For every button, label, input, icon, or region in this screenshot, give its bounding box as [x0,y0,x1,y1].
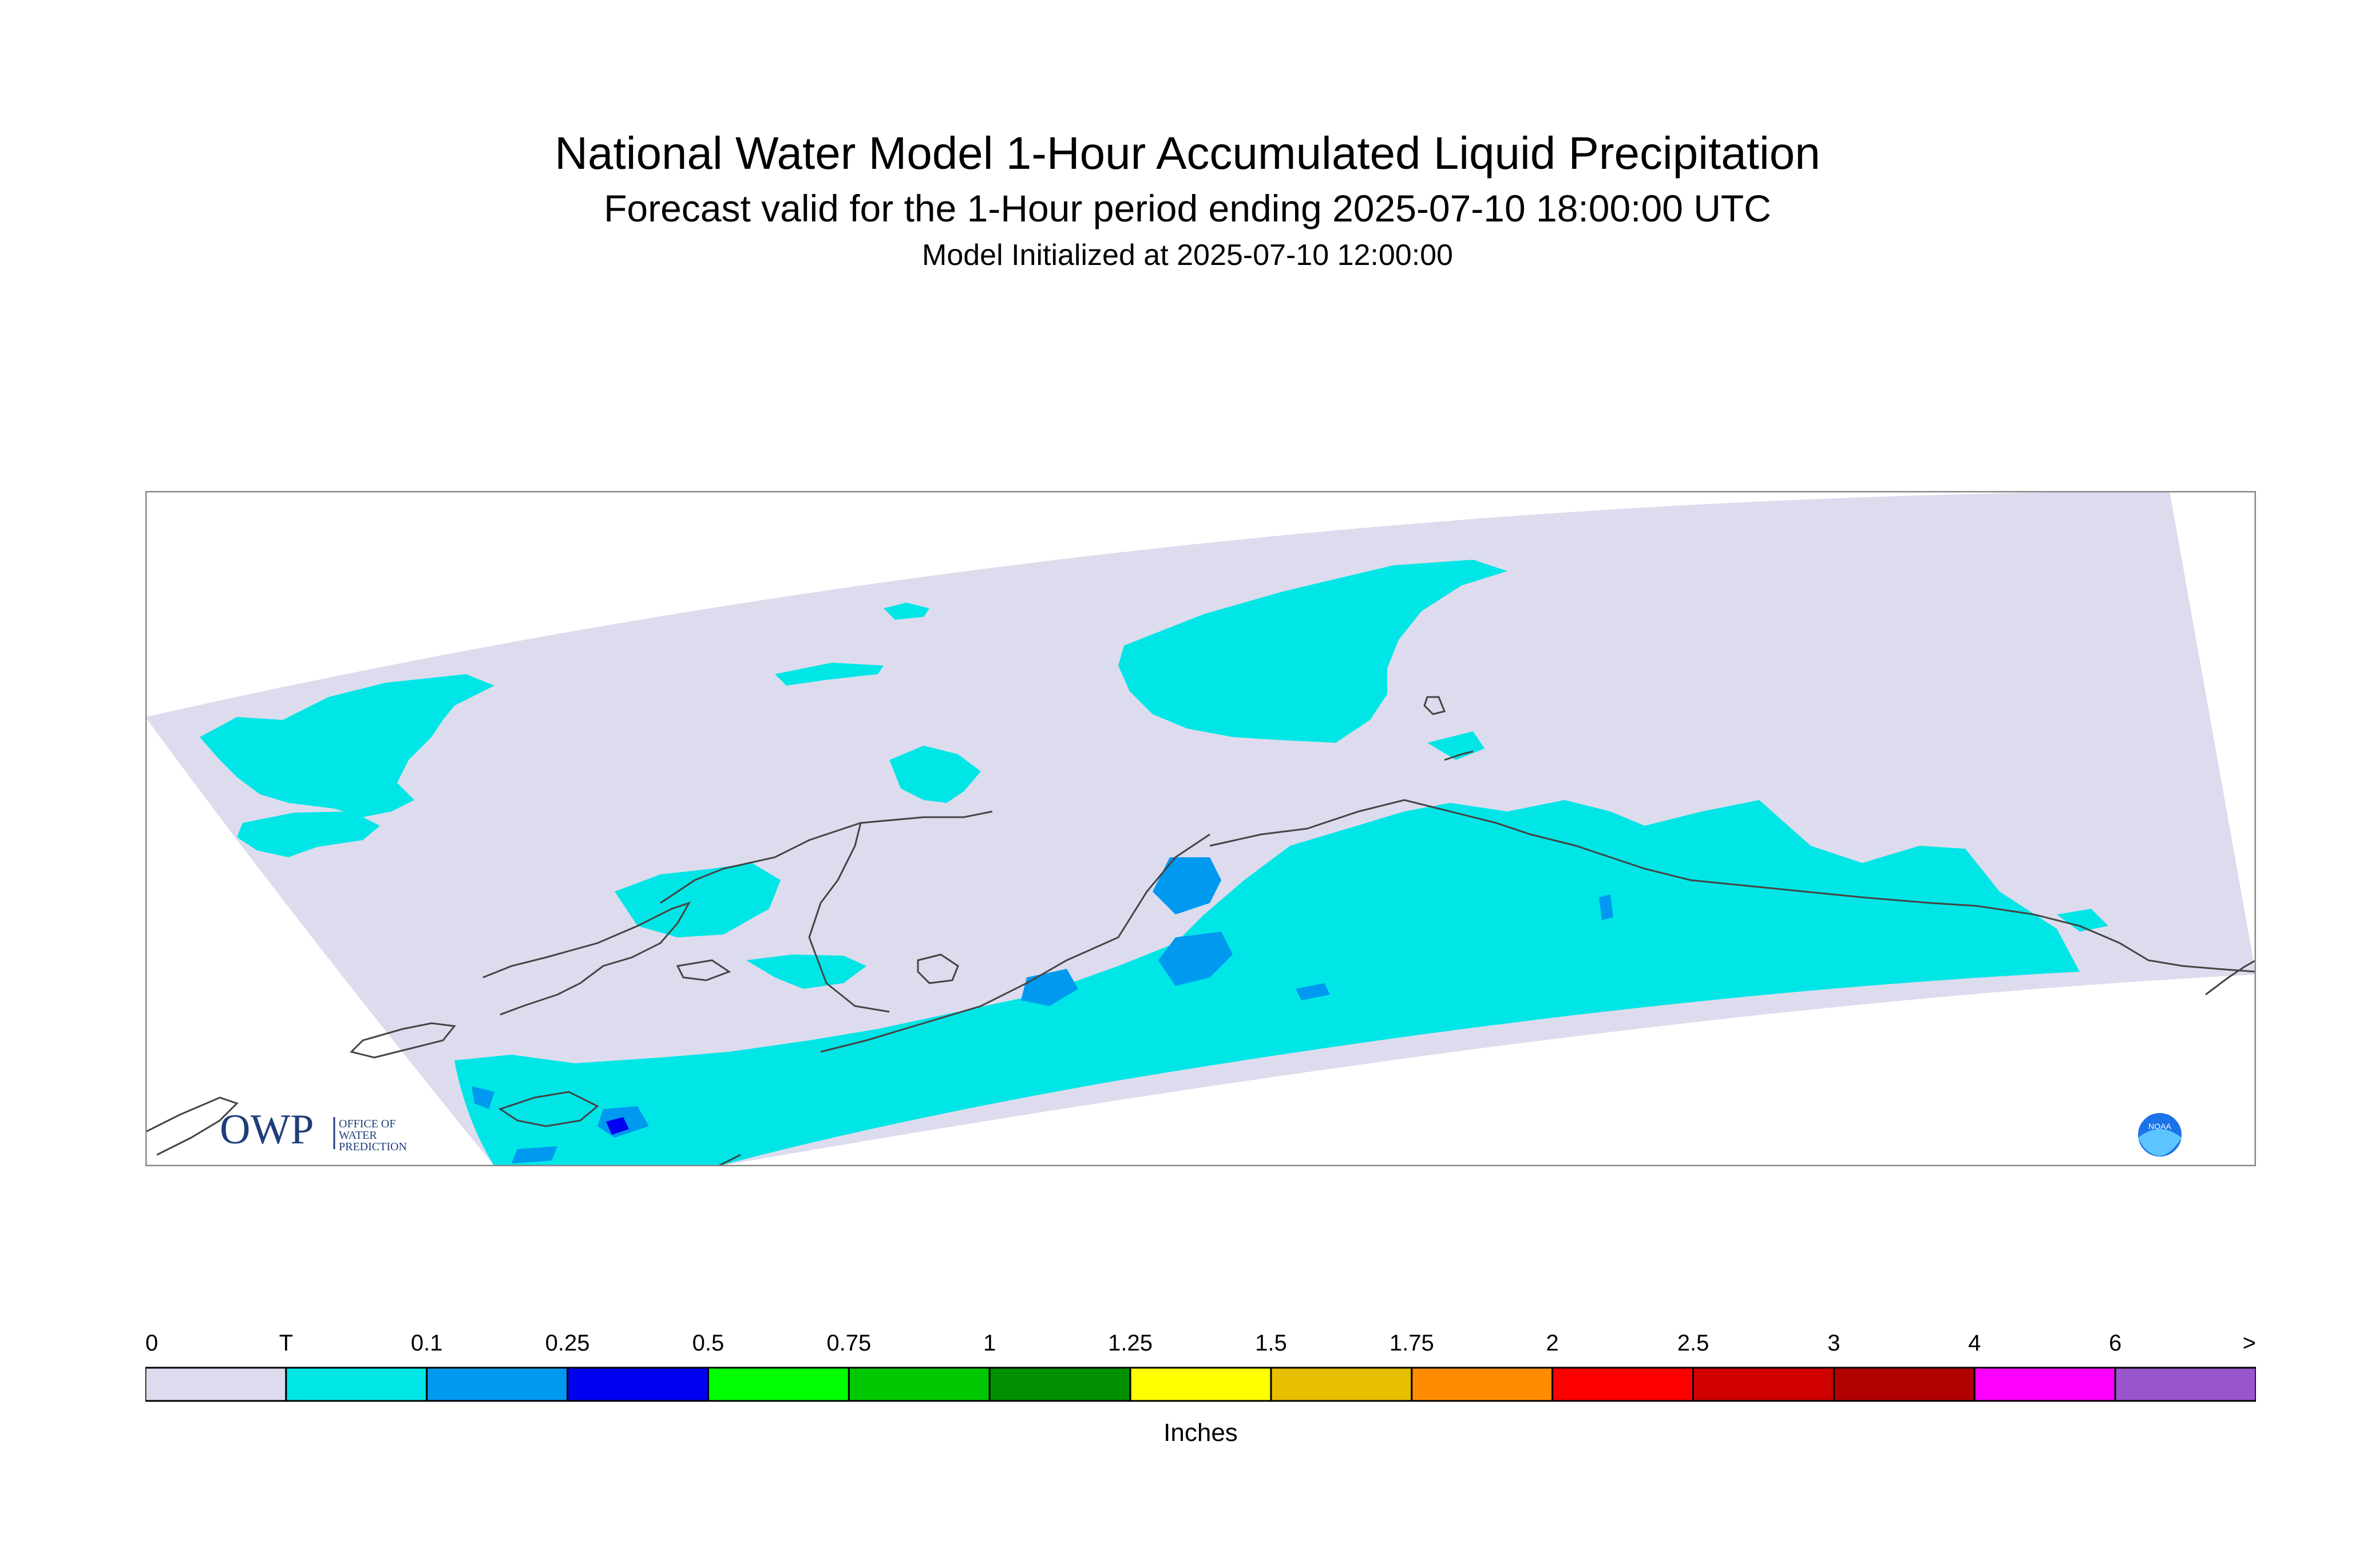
legend-tick-label-8: 1.5 [1255,1331,1287,1356]
coastline-north-islet-2 [1444,750,1474,761]
light-precip-area-2 [1158,932,1233,986]
legend-swatch-3 [567,1367,709,1402]
legend-tick-label-10: 2 [1546,1331,1559,1356]
noaa-logo-wave [2138,1129,2182,1156]
legend-tick-label-3: 0.25 [545,1331,590,1356]
legend-tick-label-9: 1.75 [1390,1331,1434,1356]
legend-swatch-13 [1973,1367,2116,1402]
coastline-islands-mid [676,959,731,981]
coastline-peninsula-1 [482,901,691,1016]
precip-area-mid-islands [746,955,866,989]
precip-area-central-north [1118,560,1507,743]
map-title: National Water Model 1-Hour Accumulated … [555,128,1820,179]
precip-area-mid-west [615,863,781,937]
precip-area-west-1 [200,674,494,817]
legend-swatch-1 [285,1367,428,1402]
map-subtitle: Forecast valid for the 1-Hour period end… [604,187,1771,229]
light-precip-area-5 [1296,983,1330,1000]
coastline-far-west [145,1096,239,1156]
legend-swatch-9 [1411,1367,1554,1402]
legend-tick-label-6: 1 [983,1331,996,1356]
noaa-logo-text: NOAA [2148,1122,2171,1131]
coastline-inland-arc [808,822,890,1013]
legend-tick-label-11: 2.5 [1677,1331,1709,1356]
light-precip-area-8 [512,1146,557,1163]
legend-tick-label-5: 0.75 [826,1331,871,1356]
legend-swatch-8 [1270,1367,1413,1402]
noaa-logo: NOAA [2136,1111,2184,1159]
legend-tick-label-2: 0.1 [411,1331,443,1356]
legend-swatch-11 [1692,1367,1835,1402]
heavy-precip-area [606,1117,629,1135]
precip-area-north-1 [775,663,884,686]
model-init-text: Model Initialized at 2025-07-10 12:00:00 [922,239,1453,272]
legend-labels: 0 T 0.1 0.25 0.5 0.75 1 1.25 1.5 1.75 2 2.5 3 4 6 > [145,1331,2256,1356]
legend-swatch-14 [2114,1367,2256,1402]
legend-swatch-5 [848,1367,991,1402]
coastline-southwest-island [350,1022,456,1059]
legend-tick-label-1: T [279,1331,293,1356]
legend-swatch-2 [426,1367,569,1402]
color-legend: 0 T 0.1 0.25 0.5 0.75 1 1.25 1.5 1.75 2 2.5 3 4 6 > Inc… [145,1331,2256,1447]
coastline-lake [917,953,959,984]
legend-tick-label-12: 3 [1827,1331,1840,1356]
legend-tick-label-0: 0 [145,1331,158,1356]
coastline-south-tip [717,1154,741,1166]
owp-logo-line-2: WATER [339,1129,377,1142]
precip-area-east-patch [2057,909,2108,932]
owp-logo-line-3: PREDICTION [339,1141,407,1153]
precip-area-north-3 [889,746,981,803]
legend-swatch-0 [145,1367,287,1402]
precip-area-main-band [454,800,2080,1166]
legend-bar [145,1367,2256,1402]
coastline-south-arc [820,833,1210,1053]
legend-swatch-7 [1129,1367,1272,1402]
legend-tick-label-7: 1.25 [1108,1331,1153,1356]
legend-tick-label-14: 6 [2109,1331,2121,1356]
owp-logo-line-1: OFFICE OF [339,1118,395,1130]
owp-logo: OWP OFFICE OF WATER PREDICTION [220,1106,407,1153]
light-precip-areas [472,857,1613,1163]
legend-swatch-6 [988,1367,1131,1402]
coastline-east [1976,905,2256,973]
light-precip-area-6 [472,1086,494,1109]
legend-swatch-4 [707,1367,850,1402]
owp-logo-mark: OWP [220,1106,314,1153]
map-frame [145,491,2256,1166]
legend-unit-label: Inches [1163,1419,1238,1447]
coastlines [145,696,2256,1166]
light-precip-area-4 [1599,894,1613,920]
legend-swatch-10 [1551,1367,1695,1402]
coastline-north-islet-1 [1423,696,1446,715]
coastline-fjords [1209,799,1977,907]
light-precip-area-1 [1153,857,1221,914]
legend-tick-label-15: > [2243,1331,2256,1356]
precip-map: OWP OFFICE OF WATER PREDICTION NOAA [145,491,2256,1166]
legend-tick-label-4: 0.5 [692,1331,725,1356]
precip-area-west-2 [237,811,380,857]
coastline-islands-west [498,1091,599,1127]
legend-tick-label-13: 4 [1968,1331,1981,1356]
coastline-peninsula-2 [660,810,993,904]
precip-area-north-2 [884,603,929,620]
coastline-east-tip [2205,959,2256,996]
trace-precip-areas [200,560,2108,1166]
legend-swatch-12 [1832,1367,1976,1402]
